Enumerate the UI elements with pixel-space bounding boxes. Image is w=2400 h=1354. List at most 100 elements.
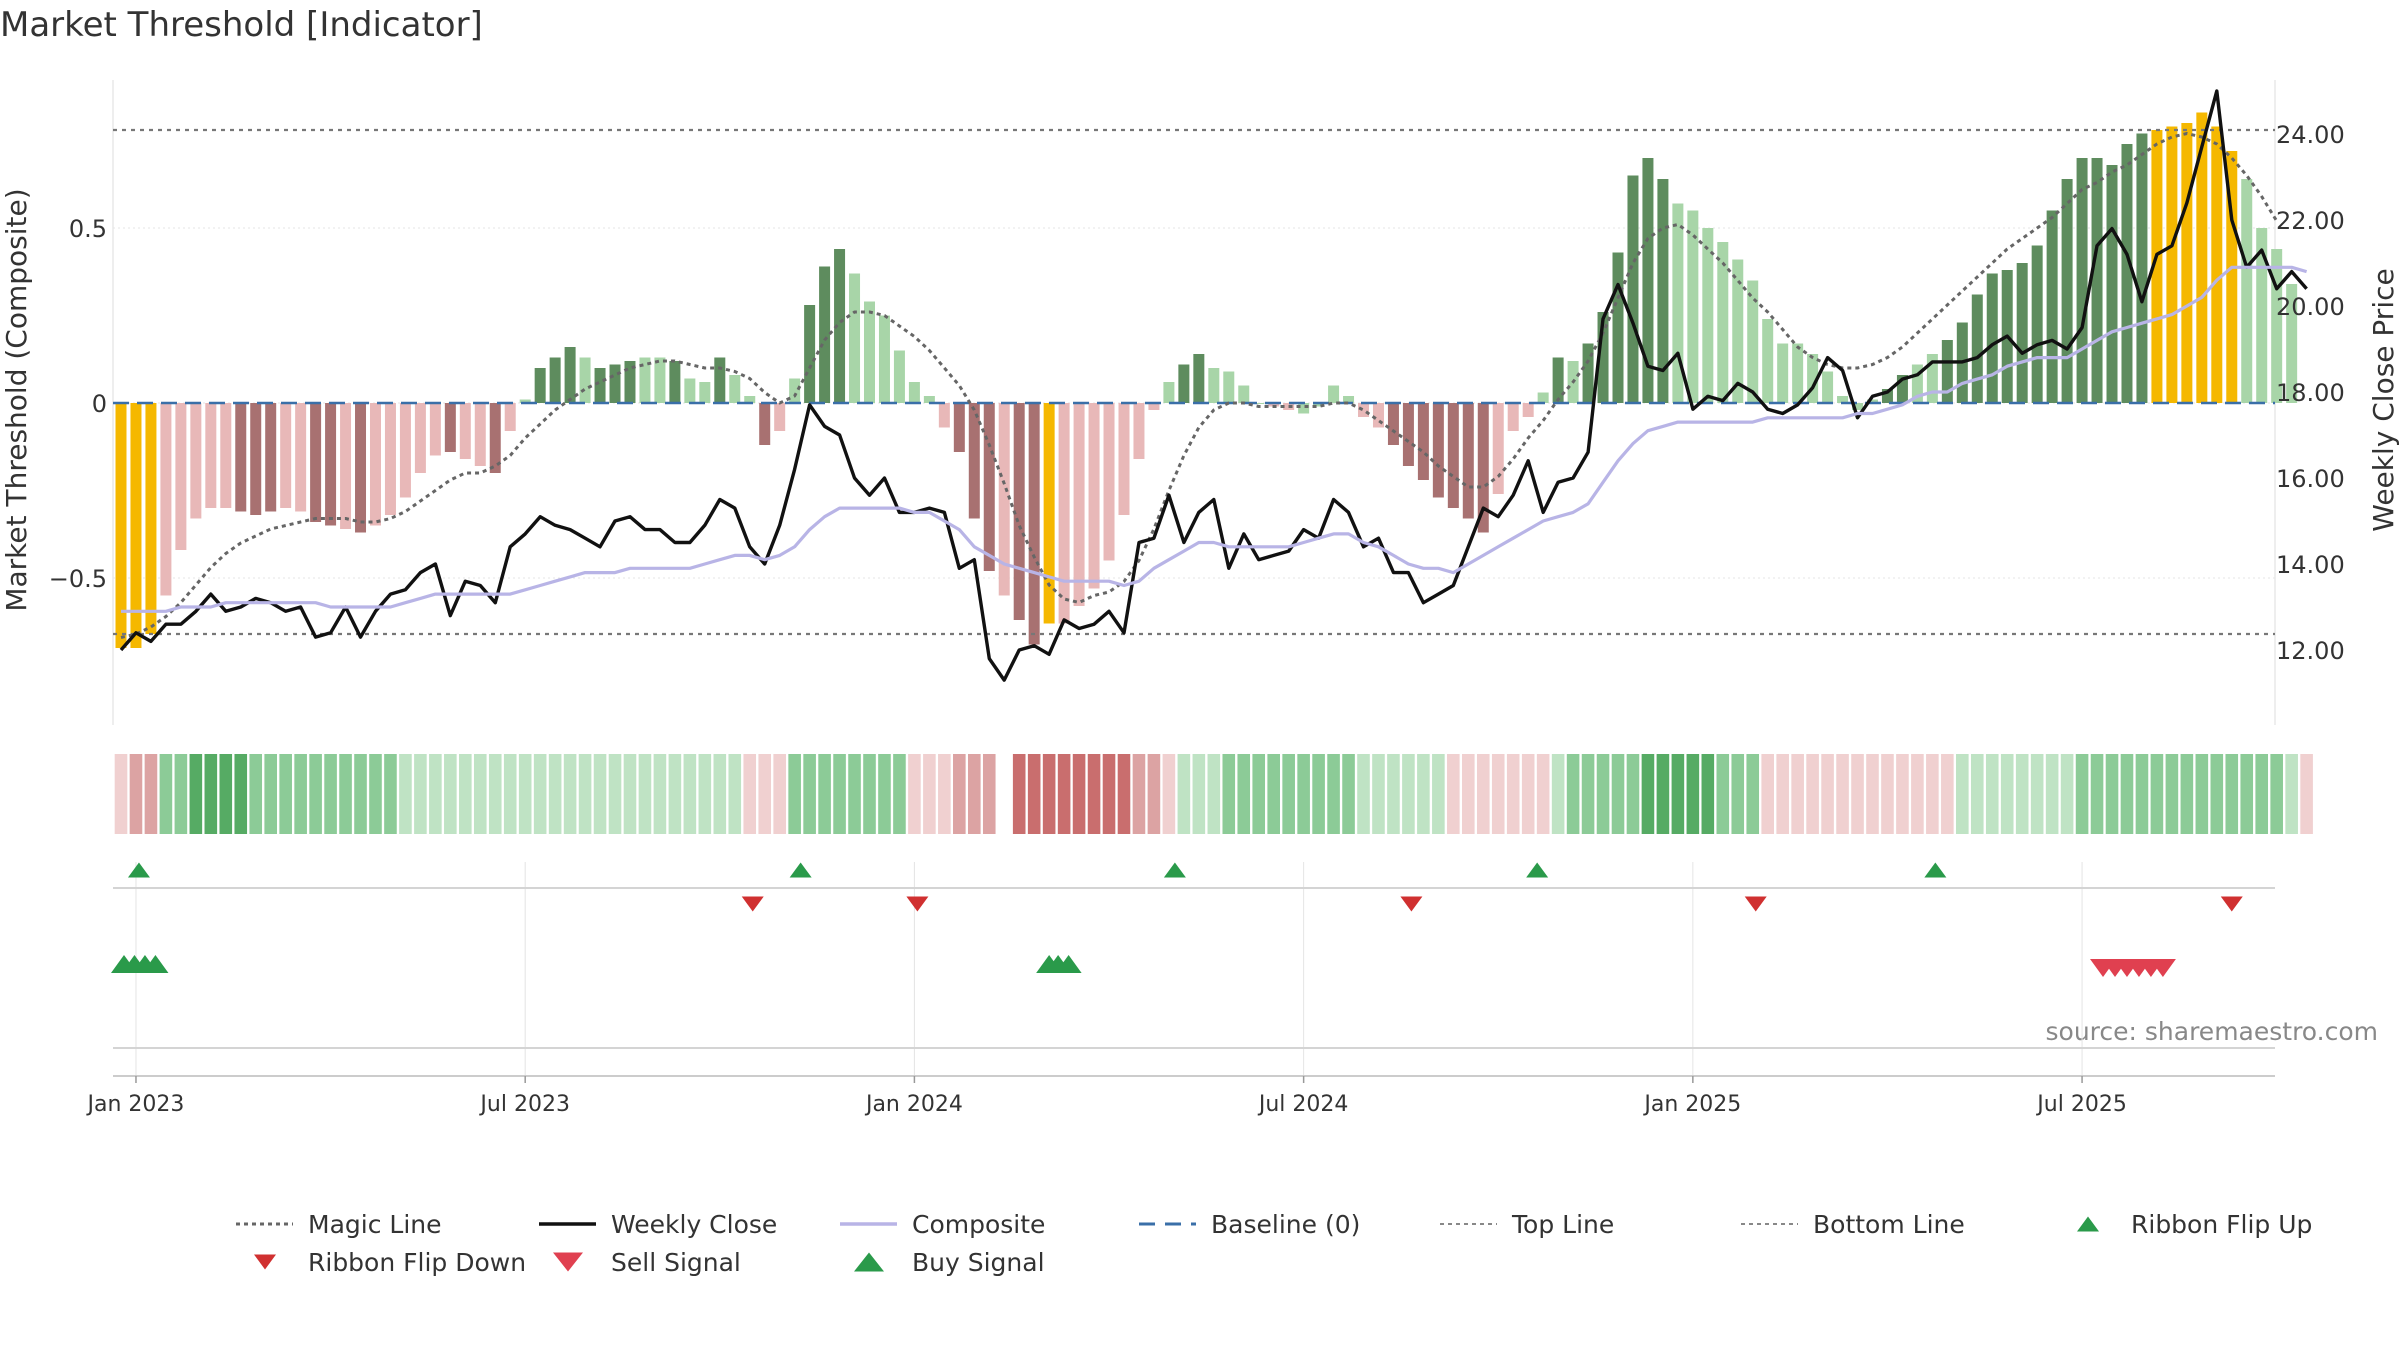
composite-bar <box>2076 158 2088 403</box>
ribbon-cell <box>638 754 652 834</box>
composite-bar <box>1208 368 1220 403</box>
composite-bar <box>519 399 531 403</box>
composite-bar <box>1402 403 1414 466</box>
composite-bar <box>998 403 1010 596</box>
ribbon-cell <box>1147 754 1161 834</box>
ribbon-cell <box>1462 754 1475 834</box>
ribbon-cell <box>1701 754 1715 834</box>
composite-bar <box>235 403 247 512</box>
ribbon-cell <box>1357 754 1370 834</box>
composite-bar <box>1417 403 1429 480</box>
axis-ticks: 0.5 0 −0.5 24.00 22.00 20.00 18.00 16.00 14.00 12… <box>49 121 2345 1117</box>
composite-bar <box>1971 294 1983 403</box>
x-tick-label: Jul 2024 <box>1257 1092 1349 1117</box>
y2-tick-label: 16.00 <box>2276 465 2345 493</box>
ribbon-cell <box>144 754 158 834</box>
ribbon-cell <box>1312 754 1325 834</box>
ribbon-cell <box>1671 754 1685 834</box>
ribbon-cell <box>788 754 801 834</box>
ribbon-cell <box>369 754 382 834</box>
composite-bar <box>220 403 232 508</box>
composite-bar <box>160 403 172 596</box>
ribbon-cell <box>2075 754 2089 834</box>
ribbon-cell <box>159 754 173 834</box>
ribbon-cell <box>1506 754 1520 834</box>
x-tick-label: Jul 2023 <box>478 1092 570 1117</box>
legend-weekly-close-label: Weekly Close <box>611 1210 777 1239</box>
ribbon-cell <box>1162 754 1176 834</box>
ribbon-cell <box>1132 754 1146 834</box>
ribbon-cell <box>593 754 607 834</box>
ribbon-cell <box>563 754 577 834</box>
composite-bar <box>834 249 846 403</box>
ribbon-cell <box>548 754 562 834</box>
ribbon-cell <box>1926 754 1939 834</box>
ribbon-cell <box>683 754 697 834</box>
composite-bar <box>1702 228 1714 403</box>
y-axis-label-right: Weekly Close Price <box>2367 268 2400 531</box>
ribbon-cell <box>1282 754 1295 834</box>
ribbon-cell <box>1686 754 1700 834</box>
composite-bar <box>310 403 322 522</box>
ribbon-cell <box>354 754 367 834</box>
ribbon-cell <box>1372 754 1385 834</box>
composite-bar <box>1792 343 1804 403</box>
composite-bar <box>2061 179 2073 403</box>
composite-bar <box>1492 403 1504 494</box>
ribbon-flip-down-marker <box>2220 896 2243 912</box>
ribbon-cell <box>1761 754 1774 834</box>
composite-bar <box>564 347 576 403</box>
ribbon-cell <box>1821 754 1834 834</box>
composite-bar <box>1043 403 1055 624</box>
composite-bar <box>2211 126 2223 403</box>
ribbon-cell <box>2225 754 2239 834</box>
ribbon-cell <box>2105 754 2119 834</box>
composite-bar <box>594 368 606 403</box>
ribbon-cell <box>533 754 547 834</box>
composite-bar <box>639 357 651 403</box>
composite-bar <box>1657 179 1669 403</box>
ribbon-cell <box>1791 754 1804 834</box>
ribbon-cell <box>1192 754 1206 834</box>
ribbon-cell <box>1042 754 1056 834</box>
composite-bar <box>1507 403 1519 431</box>
ribbon-cell <box>1521 754 1535 834</box>
ribbon-cell <box>2120 754 2134 834</box>
composite-bar <box>624 361 636 403</box>
composite-bar <box>849 273 861 403</box>
ribbon-cell <box>1641 754 1655 834</box>
ribbon-cell <box>668 754 682 834</box>
composite-bar <box>893 350 905 403</box>
composite-bar <box>325 403 337 526</box>
composite-bar <box>804 305 816 403</box>
composite-bar <box>2136 133 2148 403</box>
ribbon-cell <box>1970 754 1984 834</box>
composite-bar <box>654 357 666 403</box>
composite-bar <box>205 403 217 508</box>
composite-bar <box>1133 403 1145 459</box>
composite-bar <box>1462 403 1474 519</box>
ribbon-flip-up-marker <box>1924 862 1947 878</box>
composite-bar <box>2106 165 2118 403</box>
composite-bar <box>1028 403 1040 645</box>
composite-bar <box>459 403 471 459</box>
ribbon-cell <box>923 754 936 834</box>
ribbon-cell <box>114 754 128 834</box>
composite-bar <box>878 315 890 403</box>
composite-bar <box>1118 403 1130 515</box>
ribbon-cell <box>473 754 487 834</box>
legend-baseline-0-label: Baseline (0) <box>1211 1210 1360 1239</box>
ribbon-cell <box>1027 754 1041 834</box>
composite-bar <box>1612 252 1624 403</box>
composite-bar <box>2031 245 2043 403</box>
ribbon-cell <box>713 754 727 834</box>
sell-signal-marker <box>2149 959 2176 977</box>
ribbon-cell <box>1596 754 1610 834</box>
composite-bar <box>1597 312 1609 403</box>
legend: Magic Line Weekly Close Composite Baseline … <box>236 1210 2312 1277</box>
ribbon-cell <box>803 754 816 834</box>
composite-bar <box>280 403 292 508</box>
ribbon-cell <box>2180 754 2194 834</box>
composite-bar <box>864 301 875 403</box>
composite-line <box>121 265 2308 613</box>
